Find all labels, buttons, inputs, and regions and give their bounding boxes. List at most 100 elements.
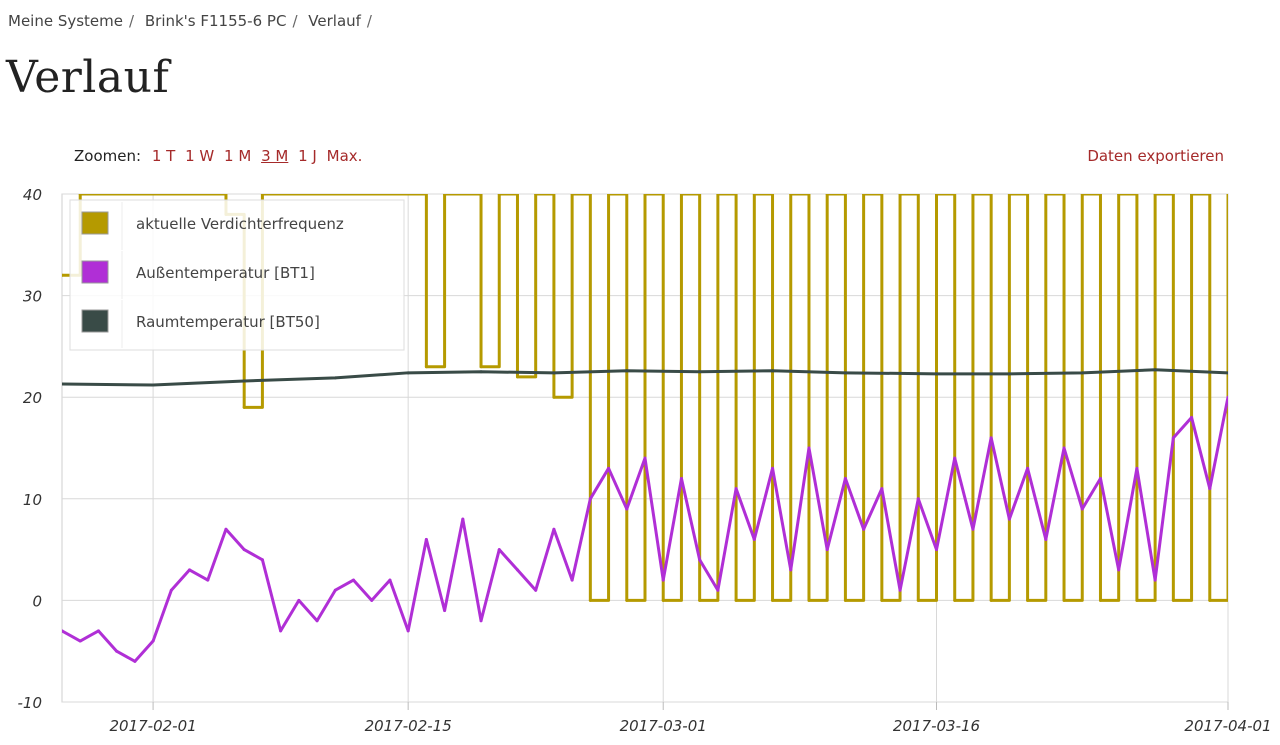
data-point: [96, 629, 100, 633]
data-point: [1080, 507, 1084, 511]
x-tick-label: 2017-04-01: [1184, 717, 1271, 735]
data-point: [661, 578, 665, 582]
data-point: [1044, 537, 1048, 541]
data-point: [242, 379, 246, 383]
data-point: [552, 527, 556, 531]
data-point: [752, 194, 756, 196]
zoom-option-1-week[interactable]: 1 W: [185, 147, 215, 165]
breadcrumb-item-systems[interactable]: Meine Systeme: [8, 12, 124, 30]
data-point: [151, 194, 155, 196]
data-point: [1117, 194, 1121, 196]
data-point: [880, 598, 884, 602]
x-tick-label: 2017-02-01: [110, 717, 197, 735]
data-point: [898, 588, 902, 592]
data-point: [497, 194, 501, 196]
data-point: [1153, 368, 1157, 372]
data-point: [971, 194, 975, 196]
zoom-label: Zoomen:: [74, 147, 142, 165]
zoom-option-3-months[interactable]: 3 M: [261, 147, 289, 165]
data-point: [1153, 194, 1157, 196]
breadcrumb-separator: /: [292, 12, 298, 30]
data-point: [479, 365, 483, 369]
zoom-bar: Zoomen: 1 T 1 W 1 M 3 M 1 J Max.: [74, 147, 367, 165]
data-point: [297, 598, 301, 602]
data-point: [224, 527, 228, 531]
data-point: [843, 371, 847, 375]
data-point: [1208, 487, 1212, 491]
legend-item-outdoor-temperature[interactable]: Außentemperatur [BT1]: [136, 264, 315, 282]
data-point: [424, 365, 428, 369]
zoom-option-1-month[interactable]: 1 M: [224, 147, 252, 165]
legend-item-compressor-frequency[interactable]: aktuelle Verdichterfrequenz: [136, 215, 344, 233]
data-point: [62, 629, 64, 633]
data-point: [515, 568, 519, 572]
data-point: [552, 371, 556, 375]
data-point: [206, 194, 210, 196]
data-point: [953, 598, 957, 602]
breadcrumb-item-device[interactable]: Brink's F1155-6 PC: [144, 12, 287, 30]
data-point: [461, 194, 465, 196]
legend-swatch[interactable]: [81, 211, 109, 235]
data-point: [388, 194, 392, 196]
data-point: [916, 497, 920, 501]
data-point: [388, 578, 392, 582]
legend-swatch[interactable]: [81, 309, 109, 333]
data-point: [1080, 371, 1084, 375]
data-point: [1153, 578, 1157, 582]
data-point: [698, 370, 702, 374]
room-temp-series-line-group: [62, 368, 1228, 387]
data-point: [971, 527, 975, 531]
data-point: [862, 194, 866, 196]
data-point: [661, 598, 665, 602]
data-point: [989, 598, 993, 602]
data-point: [206, 578, 210, 582]
data-point: [406, 629, 410, 633]
data-point: [515, 375, 519, 379]
data-point: [169, 194, 173, 196]
data-point: [479, 619, 483, 623]
legend-swatch[interactable]: [81, 260, 109, 284]
data-point: [734, 487, 738, 491]
legend-box: [69, 199, 405, 351]
zoom-option-1-day[interactable]: 1 T: [151, 147, 176, 165]
data-point: [716, 588, 720, 592]
data-point: [333, 588, 337, 592]
x-tick-label: 2017-02-15: [365, 717, 452, 735]
data-point: [62, 382, 64, 386]
data-point: [1117, 568, 1121, 572]
data-point: [935, 548, 938, 552]
data-point: [242, 405, 246, 409]
data-point: [188, 194, 192, 196]
chart-legend[interactable]: aktuelle Verdichterfrequenz Außentemperat…: [69, 199, 405, 351]
data-point: [935, 372, 938, 376]
y-tick-label: 0: [32, 592, 42, 610]
data-point: [1007, 372, 1011, 376]
data-point: [1226, 194, 1228, 196]
data-point: [1062, 446, 1066, 450]
zoom-option-max[interactable]: Max.: [326, 147, 363, 165]
data-point: [570, 578, 574, 582]
breadcrumb-item-history[interactable]: Verlauf: [308, 12, 361, 30]
data-point: [898, 194, 902, 196]
data-point: [333, 194, 337, 196]
compressor-series-line-group: [62, 194, 1228, 602]
data-point: [297, 194, 301, 196]
data-point: [497, 548, 501, 552]
data-point: [989, 436, 993, 440]
data-point: [1026, 598, 1030, 602]
data-point: [625, 598, 629, 602]
x-tick-label: 2017-03-16: [893, 717, 980, 735]
data-point: [734, 598, 738, 602]
data-point: [115, 194, 119, 196]
export-data-link[interactable]: Daten exportieren: [1087, 147, 1224, 165]
data-point: [352, 578, 355, 582]
zoom-option-1-year[interactable]: 1 J: [298, 147, 317, 165]
data-point: [315, 619, 319, 623]
data-point: [1135, 598, 1139, 602]
history-chart[interactable]: 40 30 20 10 0 -10 2017-02-01 2017-02-15 2017-03-…: [0, 180, 1280, 745]
data-point: [807, 446, 811, 450]
outdoor-temp-series-line-group: [62, 395, 1228, 663]
data-point: [916, 598, 920, 602]
legend-item-room-temperature[interactable]: Raumtemperatur [BT50]: [136, 313, 320, 331]
data-point: [461, 517, 465, 521]
